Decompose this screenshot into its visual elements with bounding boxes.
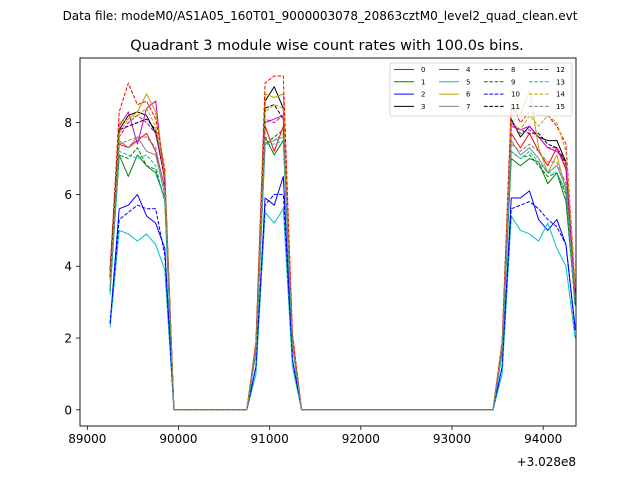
legend-box (389, 62, 573, 117)
legend-label-10: 10 (511, 91, 520, 99)
legend-label-13: 13 (556, 78, 565, 86)
x-tick-label: 94000 (524, 432, 562, 446)
legend-label-3: 3 (421, 103, 425, 111)
series-line-15 (109, 132, 576, 411)
legend-label-9: 9 (511, 78, 515, 86)
legend-label-15: 15 (556, 103, 565, 111)
y-tick-label: 4 (64, 260, 72, 274)
x-tick-label: 91000 (251, 432, 289, 446)
legend-label-12: 12 (556, 66, 565, 74)
legend-label-1: 1 (421, 78, 425, 86)
legend-label-6: 6 (466, 91, 471, 99)
y-tick-label: 8 (64, 116, 72, 130)
legend-label-7: 7 (466, 103, 470, 111)
y-tick-label: 2 (64, 332, 72, 346)
y-tick-label: 0 (64, 403, 72, 417)
legend-label-11: 11 (511, 103, 520, 111)
legend-label-14: 14 (556, 91, 565, 99)
legend-label-8: 8 (511, 66, 515, 74)
legend-label-0: 0 (421, 66, 425, 74)
figure-suptitle: Data file: modeM0/AS1A05_160T01_90000030… (63, 9, 578, 23)
x-axis: 89000 90000 91000 92000 93000 94000 (68, 426, 562, 446)
x-axis-offset-label: +3.028e8 (517, 455, 576, 469)
y-axis: 0 2 4 6 8 (64, 116, 80, 417)
x-tick-label: 92000 (342, 432, 380, 446)
chart-title: Quadrant 3 module wise count rates with … (130, 38, 524, 54)
plot-frame (79, 57, 577, 427)
legend-label-4: 4 (466, 66, 471, 74)
legend-label-5: 5 (466, 78, 470, 86)
x-tick-label: 89000 (68, 432, 106, 446)
legend-label-2: 2 (421, 91, 425, 99)
x-tick-label: 90000 (159, 432, 197, 446)
series-lines (109, 75, 576, 411)
x-tick-label: 93000 (433, 432, 471, 446)
y-tick-label: 6 (64, 188, 72, 202)
